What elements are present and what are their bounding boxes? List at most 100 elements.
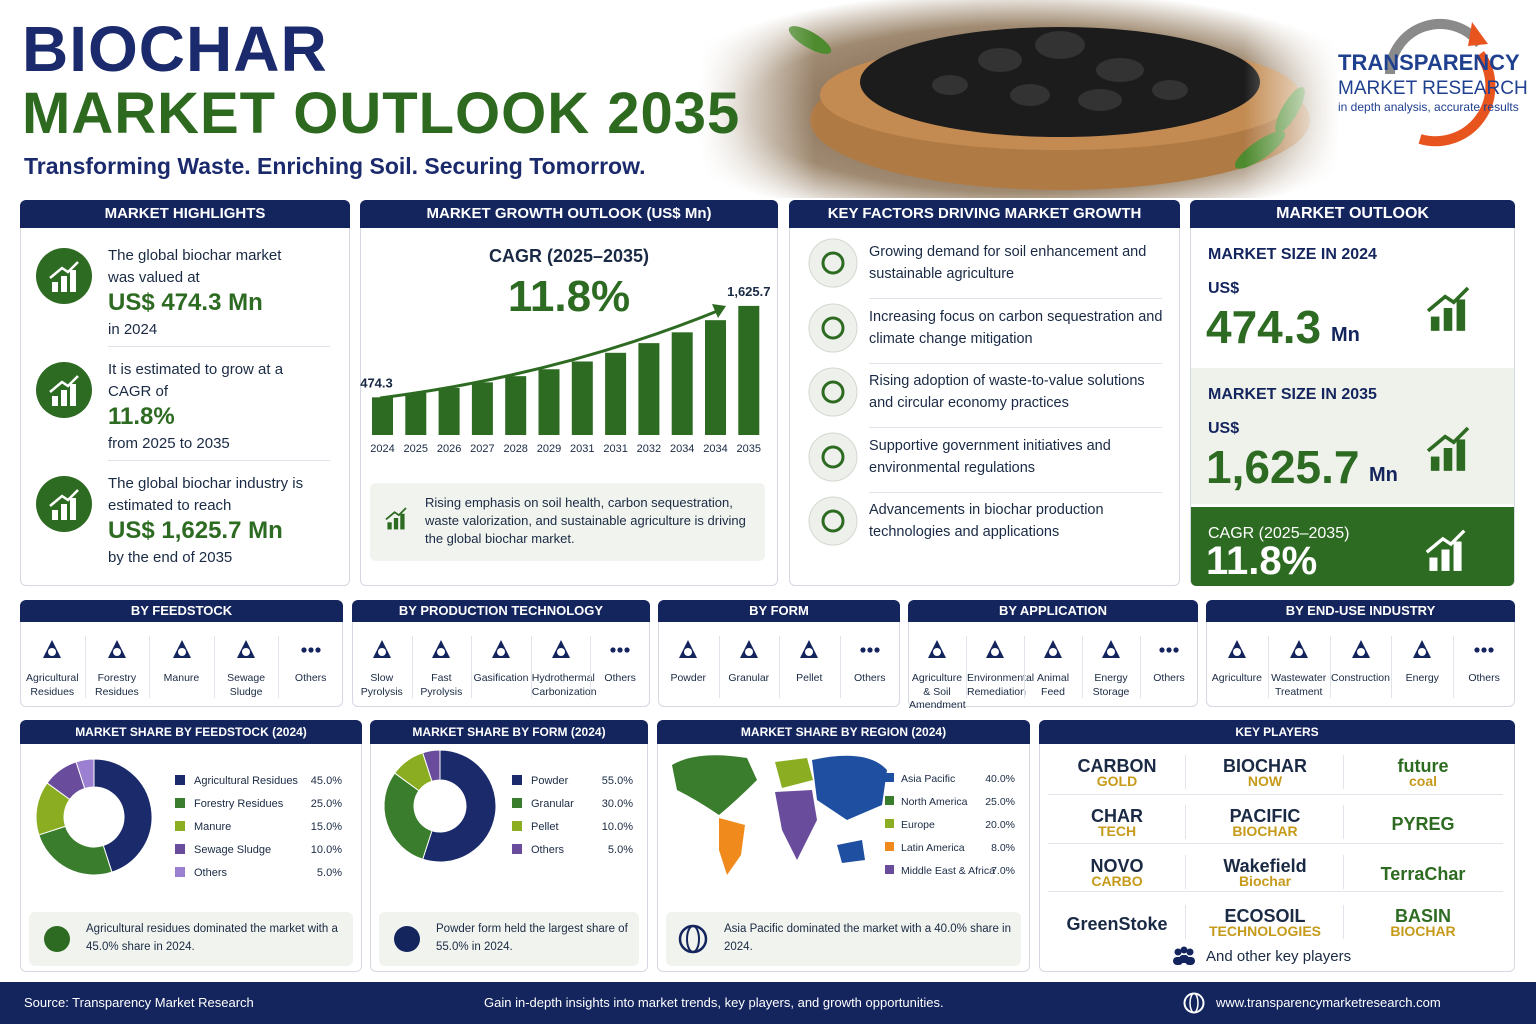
icon-dot: [610, 647, 616, 653]
note-box: [29, 912, 353, 966]
icon-dot: [301, 647, 307, 653]
segment-label: Agriculture & Soil Amendment: [909, 672, 966, 711]
icon-glyph: [821, 509, 845, 533]
segment-icon: [551, 640, 570, 658]
factor-text: Increasing focus on carbon sequestration…: [869, 308, 1163, 347]
bar: [571, 361, 593, 435]
icon-bar: [1456, 439, 1466, 471]
player-name: NOW: [1247, 773, 1283, 789]
x-tick-label: 2032: [637, 443, 661, 455]
icon-glyph: [821, 316, 845, 339]
segment-icon: [1474, 647, 1494, 653]
segment-icon: [432, 640, 451, 658]
segment-label: Energy: [1405, 672, 1439, 684]
player-name: BASIN: [1394, 906, 1451, 926]
icon-glyph: [1189, 992, 1199, 1014]
share-note: Powder form held the largest share of 55…: [436, 923, 628, 953]
panel-header: BY FEEDSTOCK: [20, 600, 343, 622]
divider: [1343, 805, 1344, 839]
legend-label: Powder: [531, 775, 569, 787]
legend-value: 8.0%: [991, 842, 1015, 854]
icon-glyph: [497, 648, 505, 656]
divider: [471, 636, 473, 698]
x-tick-label: 2034: [670, 443, 694, 455]
legend-label: Manure: [194, 821, 231, 833]
player-name: CARBO: [1091, 873, 1143, 889]
player-name: future: [1397, 756, 1449, 776]
segment-icon: [301, 647, 321, 653]
highlight-text: It is estimated to grow at a CAGR of: [108, 361, 284, 400]
divider: [1185, 905, 1186, 939]
outlook-unit: Mn: [1369, 464, 1398, 486]
segment-icon: [928, 640, 946, 658]
panel-header: BY FORM: [658, 600, 900, 622]
divider: [1185, 755, 1186, 789]
icon-bar: [61, 504, 67, 520]
segment-icon: [1227, 640, 1246, 658]
divider: [839, 636, 841, 698]
legend-label: Sewage Sludge: [194, 844, 271, 856]
divider: [84, 636, 86, 698]
player-name: GreenStoke: [1066, 914, 1168, 934]
legend-label: Granular: [531, 798, 574, 810]
factor-text: Growing demand for soil enhancement and …: [869, 244, 1147, 282]
icon-bar: [1429, 557, 1438, 571]
map-region: [775, 790, 817, 860]
panel-header: KEY PLAYERS: [1039, 720, 1515, 744]
legend-value: 5.0%: [317, 867, 342, 879]
icon-glyph: [437, 648, 446, 656]
icon-arrow: [1426, 286, 1470, 313]
icon-glyph: [1049, 648, 1057, 656]
icon: [1426, 426, 1470, 471]
divider: [966, 636, 967, 698]
legend-value: 25.0%: [311, 798, 342, 810]
legend-value: 45.0%: [311, 775, 342, 787]
bar: [638, 343, 660, 435]
bar: [738, 305, 760, 435]
segment-icon: [1289, 640, 1308, 658]
player-name: PACIFIC: [1229, 806, 1301, 826]
factor-icon: [808, 367, 858, 417]
bar: [372, 397, 393, 435]
legend-value: 15.0%: [311, 821, 342, 833]
outlook-prefix: US$: [1208, 280, 1240, 297]
icon-glyph: [377, 648, 386, 656]
icon-bar: [1443, 308, 1453, 331]
divider: [530, 636, 532, 698]
icon-dot: [860, 647, 866, 653]
icon: [36, 476, 92, 532]
player-name: TECHNOLOGIES: [1208, 923, 1321, 939]
segment-icon: [1413, 640, 1432, 658]
segment-icon: [1351, 640, 1370, 658]
icon-glyph: [821, 380, 845, 404]
bar: [471, 382, 493, 435]
icon: [385, 507, 407, 530]
legend-swatch: [512, 844, 522, 854]
icon-glyph: [48, 648, 57, 656]
outlook-label: MARKET SIZE IN 2024: [1208, 246, 1377, 263]
segment-label: Agricultural Residues: [26, 672, 79, 698]
icon: [36, 248, 92, 304]
player-name: ECOSOIL: [1224, 906, 1306, 926]
players-icon: [1173, 946, 1195, 965]
x-tick-label: 2031: [570, 443, 594, 455]
segment-label: Others: [1468, 672, 1500, 684]
segment-label: Construction: [1331, 672, 1390, 684]
donut: Powder 55.0% Granular 30.0% Pellet 10.0% Other…: [383, 749, 633, 863]
icon-glyph: [1174, 948, 1182, 956]
outlook-label: CAGR (2025–2035): [1208, 525, 1350, 542]
divider: [278, 636, 280, 698]
divider: [1082, 636, 1083, 698]
players-other: And other key players: [1206, 948, 1352, 965]
legend-swatch: [175, 775, 185, 785]
legend-value: 7.0%: [991, 865, 1015, 877]
legend-swatch: [175, 821, 185, 831]
legend-swatch: [175, 844, 185, 854]
bar: [705, 320, 726, 435]
icon-bar: [1456, 299, 1466, 331]
footer-website: www.transparencymarketresearch.com: [1216, 995, 1441, 1010]
note-icon: [678, 924, 708, 954]
icon-bar: [61, 276, 67, 292]
divider: [1343, 905, 1344, 939]
map-region: [775, 758, 813, 788]
